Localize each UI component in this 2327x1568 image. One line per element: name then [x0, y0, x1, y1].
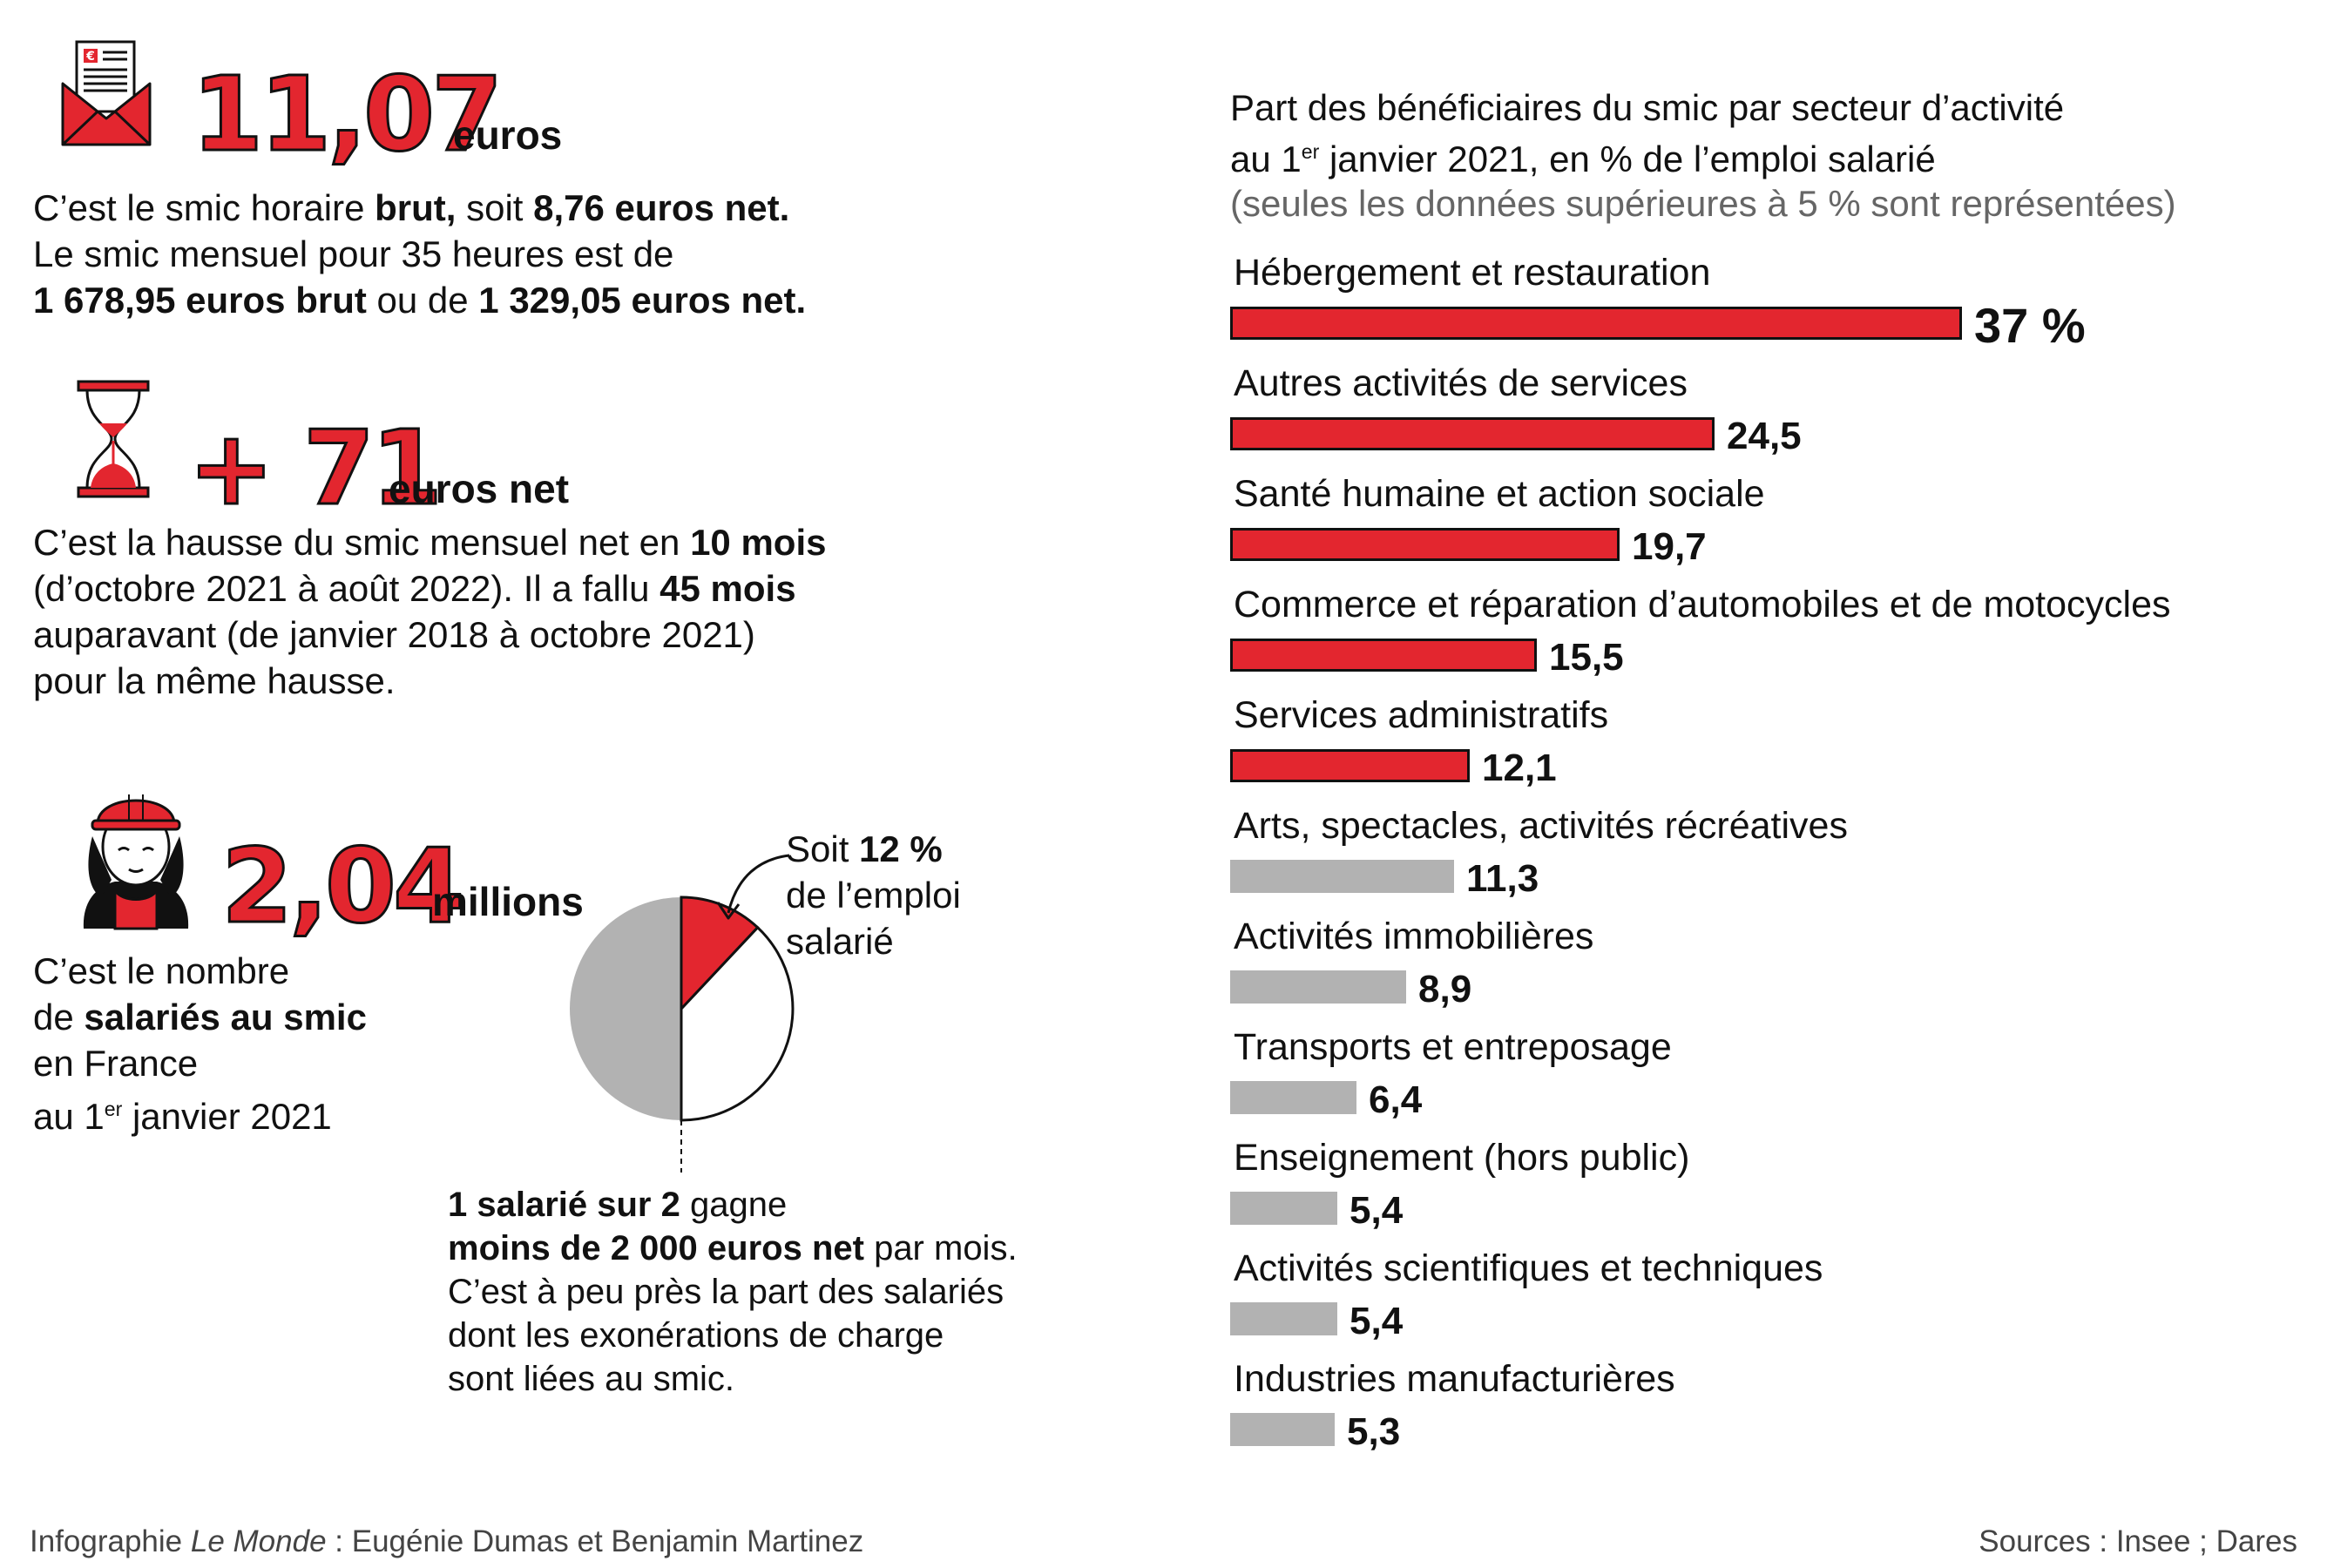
smic-hourly-number: 11,07: [190, 54, 504, 174]
bar-value-label: 5,3: [1347, 1410, 1401, 1453]
bar-value-label: 37 %: [1974, 298, 2086, 353]
smic-workers-unit: millions: [432, 879, 584, 924]
bar-value-label: 5,4: [1350, 1300, 1404, 1342]
smic-share-pie: [558, 880, 819, 1176]
bar-category-label: Enseignement (hors public): [1234, 1137, 1690, 1179]
chart-note: (seules les données supérieures à 5 % so…: [1230, 183, 2176, 224]
sector-bar-chart: Hébergement et restauration 37 % Autres ac…: [1230, 254, 2302, 1474]
bar-value-label: 8,9: [1418, 968, 1472, 1010]
bar: [1230, 860, 1454, 893]
bar-value-label: 6,4: [1369, 1078, 1423, 1121]
bar-category-label: Industries manufacturières: [1234, 1358, 1675, 1400]
bar-value-label: 5,4: [1350, 1189, 1404, 1232]
bar-category-label: Santé humaine et action sociale: [1234, 473, 1765, 515]
bar-value-label: 11,3: [1466, 857, 1539, 900]
bar: [1230, 970, 1406, 1004]
credit: Infographie Le Monde : Eugénie Dumas et …: [30, 1524, 864, 1558]
chart-title-line2: au 1er janvier 2021, en % de l’emploi sa…: [1230, 139, 1936, 179]
bar-value-label: 24,5: [1727, 415, 1802, 457]
bar: [1230, 1302, 1337, 1335]
bar: [1230, 1081, 1356, 1114]
bar-value-label: 19,7: [1632, 525, 1707, 568]
bar: [1230, 639, 1537, 672]
bar-category-label: Autres activités de services: [1234, 362, 1688, 404]
smic-description: C’est le smic horaire brut, soit 8,76 eu…: [33, 187, 807, 321]
pie-annotation: Soit 12 % de l’emploi salarié: [786, 828, 961, 962]
bar-category-label: Services administratifs: [1234, 694, 1609, 736]
chart-header: Part des bénéficiaires du smic par secte…: [1230, 85, 2293, 226]
bar-category-label: Commerce et réparation d’automobiles et …: [1234, 584, 2171, 625]
bar: [1230, 1192, 1337, 1225]
bar: [1230, 1413, 1335, 1446]
svg-text:€: €: [85, 50, 95, 64]
bar: [1230, 417, 1715, 450]
sources: Sources : Insee ; Dares: [1979, 1524, 2297, 1558]
smic-increase-number: + 71: [186, 408, 443, 528]
worker-avatar-icon: [66, 775, 206, 932]
workers-description: C’est le nombre de salariés au smic en F…: [33, 950, 367, 1137]
bar-value-label: 15,5: [1549, 636, 1624, 679]
bar: [1230, 528, 1620, 561]
hourglass-icon: [73, 378, 153, 500]
envelope-euro-icon: €: [57, 38, 155, 152]
bar: [1230, 749, 1470, 782]
increase-description: C’est la hausse du smic mensuel net en 1…: [33, 522, 827, 701]
smic-workers-number: 2,04: [220, 826, 465, 946]
bar-category-label: Arts, spectacles, activités récréatives: [1234, 805, 1848, 847]
bar-category-label: Activités scientifiques et techniques: [1234, 1247, 1823, 1289]
bar: [1230, 307, 1962, 340]
pie-slice-smic: [680, 896, 760, 1012]
chart-title-line1: Part des bénéficiaires du smic par secte…: [1230, 87, 2065, 128]
pie-slice-half: [570, 897, 681, 1120]
bar-category-label: Hébergement et restauration: [1234, 252, 1711, 294]
smic-increase-unit: euros net: [389, 466, 570, 511]
pie-arrow: [707, 847, 803, 925]
pie-slice-rest: [680, 925, 795, 1122]
bar-value-label: 12,1: [1482, 747, 1557, 789]
half-earners-note: 1 salarié sur 2 gagne moins de 2 000 eur…: [448, 1186, 1018, 1398]
bar-category-label: Transports et entreposage: [1234, 1026, 1672, 1068]
smic-hourly-unit: euros: [453, 112, 563, 158]
bar-category-label: Activités immobilières: [1234, 916, 1594, 957]
